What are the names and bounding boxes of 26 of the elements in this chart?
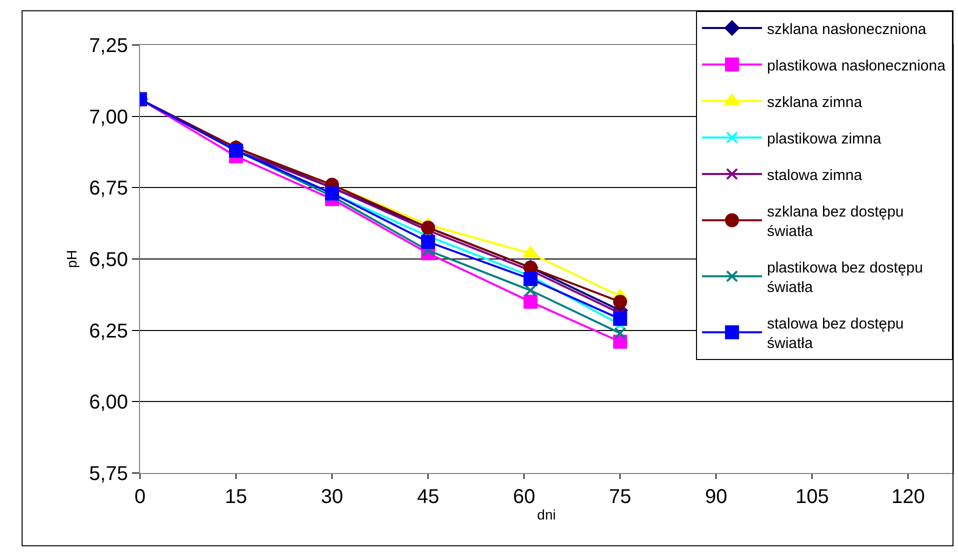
y-tick-label: 6,00 (89, 392, 128, 414)
y-tick-label: 5,75 (89, 463, 128, 485)
legend-label: szklana nasłoneczniona (767, 20, 927, 38)
legend-label: stalowa bez dostępu światła (767, 315, 904, 352)
x-tick-label: 45 (416, 486, 440, 508)
x-tick-label: 60 (512, 486, 536, 508)
x-tick-label: 0 (134, 486, 146, 508)
legend-label: szklana zimna (767, 94, 863, 111)
y-tick-label: 7,00 (89, 106, 128, 128)
y-axis-title: pH (64, 250, 80, 268)
legend-label: szklana bez dostępu światła (767, 203, 904, 240)
y-tick-label: 6,50 (89, 249, 128, 271)
y-tick-label: 6,25 (89, 320, 128, 342)
x-tick-label: 30 (320, 486, 344, 508)
x-tick-label: 120 (892, 486, 925, 508)
x-tick-label: 90 (705, 486, 728, 508)
legend-label: plastikowa zimna (767, 130, 882, 148)
legend-label: stalowa zimna (767, 166, 863, 184)
y-tick-label: 6,75 (89, 178, 128, 200)
legend-label: plastikowa bez dostępu światła (767, 259, 923, 296)
x-tick-label: 15 (224, 486, 248, 508)
legend-label: plastikowa nasłoneczniona (767, 57, 946, 74)
x-tick-label: 75 (608, 486, 632, 508)
x-tick-label: 105 (795, 486, 829, 508)
x-axis-title: dni (537, 506, 556, 522)
y-tick-label: 7,25 (89, 35, 128, 57)
